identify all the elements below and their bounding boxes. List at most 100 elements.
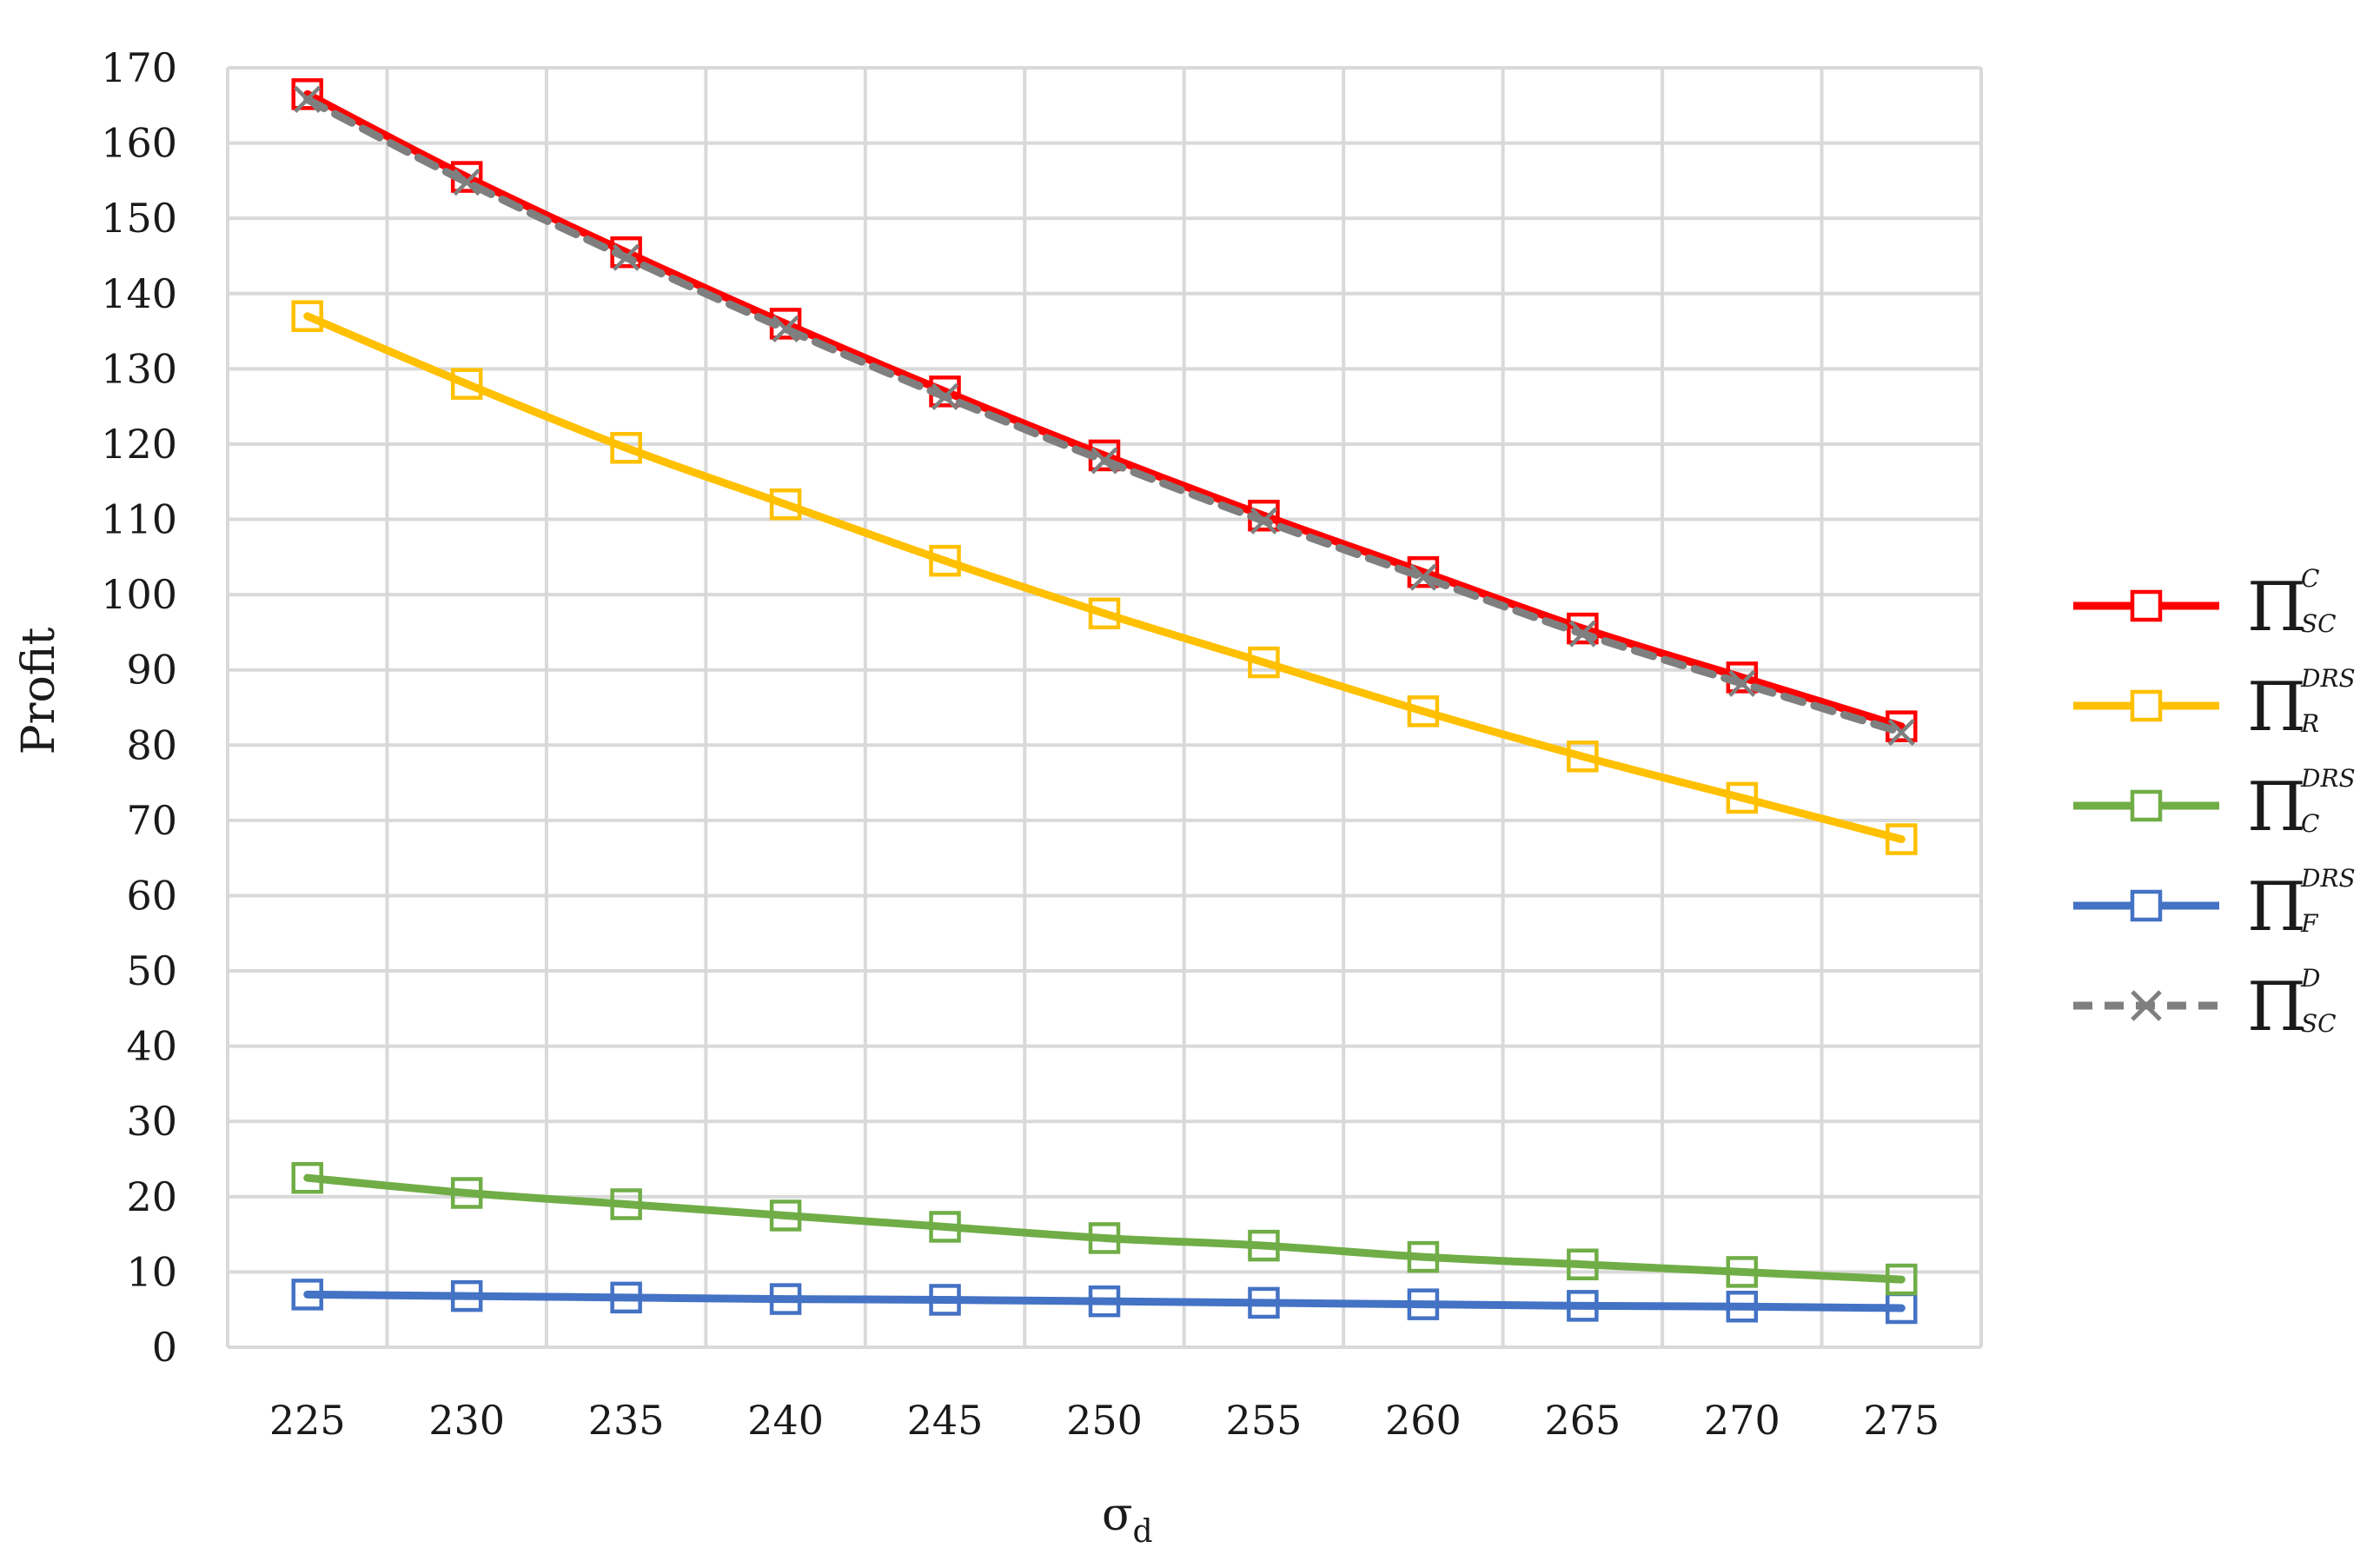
x-axis-title-main: σ <box>1102 1489 1133 1541</box>
y-tick-label: 40 <box>126 1023 177 1070</box>
legend-subscript: SC <box>2301 1009 2337 1038</box>
marker-stroke <box>1091 447 1118 475</box>
marker-stroke <box>931 382 959 410</box>
series-line <box>303 95 1906 737</box>
legend-superscript: DRS <box>2300 864 2356 893</box>
data-point-marker <box>1248 1286 1280 1319</box>
series-line <box>303 312 1906 844</box>
series-4 <box>294 85 1915 747</box>
marker-stroke <box>453 169 481 196</box>
y-tick-label: 150 <box>101 195 177 242</box>
data-point-marker <box>929 1284 961 1316</box>
y-tick-label: 170 <box>101 44 177 91</box>
series-2 <box>291 1161 1918 1296</box>
grid-lines <box>226 66 1983 1349</box>
legend-subscript: C <box>2301 809 2319 838</box>
data-point-marker <box>294 85 322 113</box>
y-tick-label: 120 <box>101 421 177 468</box>
y-tick-label: 0 <box>152 1324 177 1371</box>
data-point-marker <box>931 382 959 410</box>
series-1 <box>291 300 1918 855</box>
data-point-marker <box>291 1279 323 1311</box>
y-tick-label: 20 <box>126 1173 177 1220</box>
data-point-marker <box>1088 1285 1121 1318</box>
x-axis-title: σd <box>1102 1489 1153 1550</box>
marker-stroke <box>613 243 640 271</box>
data-point-marker <box>769 488 802 521</box>
data-point-marker <box>769 1283 802 1315</box>
legend-marker <box>2130 589 2163 622</box>
data-point-marker <box>453 169 481 196</box>
y-tick-label: 10 <box>126 1248 177 1295</box>
data-point-marker <box>772 315 799 343</box>
x-tick-label: 240 <box>747 1397 824 1444</box>
y-tick-label: 70 <box>126 797 177 844</box>
x-tick-label: 250 <box>1066 1397 1143 1444</box>
legend-pi-symbol: Π <box>2247 768 2306 847</box>
x-axis-title-subscript: d <box>1133 1514 1153 1550</box>
legend-marker <box>2130 789 2163 822</box>
data-point-marker <box>1886 823 1918 855</box>
data-point-marker <box>291 300 323 332</box>
marker-stroke <box>772 315 799 343</box>
data-point-marker <box>929 544 961 577</box>
data-point-marker <box>929 1211 961 1243</box>
marker-stroke <box>294 85 322 113</box>
legend-pi-symbol: Π <box>2247 968 2306 1046</box>
legend-entry-4: ΠD SC <box>2073 964 2337 1046</box>
marker-stroke <box>1728 669 1756 697</box>
legend-pi-symbol: Π <box>2247 568 2306 647</box>
y-tick-label: 100 <box>101 571 177 618</box>
data-point-marker <box>1409 563 1437 591</box>
x-tick-label: 260 <box>1385 1397 1462 1444</box>
y-tick-label: 50 <box>126 947 177 994</box>
legend-superscript: DRS <box>2300 664 2356 693</box>
x-tick-label: 270 <box>1704 1397 1780 1444</box>
y-tick-labels: 0 10 20 30 40 50 60 70 80 90 100 110 120 130 140 150 160… <box>101 44 177 1371</box>
x-tick-label: 275 <box>1863 1397 1939 1444</box>
data-point-marker <box>1567 1290 1599 1322</box>
y-tick-label: 90 <box>126 647 177 694</box>
data-point-marker <box>1248 1229 1280 1262</box>
data-point-marker <box>1407 695 1440 728</box>
y-tick-label: 30 <box>126 1098 177 1145</box>
data-point-marker <box>1088 597 1121 630</box>
data-point-marker <box>1250 507 1278 535</box>
legend-marker <box>2130 889 2163 922</box>
data-point-marker <box>1726 781 1759 814</box>
legend-superscript: D <box>2300 964 2320 993</box>
data-point-marker <box>450 1279 483 1312</box>
data-point-marker <box>1248 646 1280 679</box>
data-point-marker <box>769 1199 802 1232</box>
legend-marker <box>2130 689 2163 722</box>
data-point-marker <box>613 243 640 271</box>
series-3 <box>291 1279 1918 1325</box>
y-tick-label: 140 <box>101 270 177 317</box>
y-tick-label: 160 <box>101 120 177 167</box>
legend-pi-symbol: Π <box>2247 868 2306 947</box>
marker-stroke <box>1409 563 1437 591</box>
data-point-marker <box>610 432 642 464</box>
legend-entry-0: ΠC SC <box>2073 564 2337 647</box>
legend-subscript: SC <box>2301 609 2337 638</box>
data-point-marker <box>1726 1290 1759 1323</box>
y-axis-title: Profit <box>13 628 65 755</box>
series-line <box>303 1173 1906 1284</box>
data-point-marker <box>610 1281 642 1314</box>
y-tick-label: 130 <box>101 345 177 392</box>
legend-superscript: DRS <box>2300 764 2356 793</box>
data-point-marker <box>450 1177 483 1209</box>
legend-subscript: F <box>2300 909 2319 938</box>
legend-marker <box>2131 990 2162 1021</box>
data-point-marker <box>1088 1222 1121 1254</box>
y-tick-label: 60 <box>126 872 177 919</box>
data-point-marker <box>1567 741 1599 773</box>
data-point-marker <box>1091 447 1118 475</box>
x-tick-label: 255 <box>1226 1397 1303 1444</box>
legend-superscript: C <box>2301 564 2319 593</box>
marker-stroke <box>1250 507 1278 535</box>
marker-stroke <box>1568 620 1596 648</box>
